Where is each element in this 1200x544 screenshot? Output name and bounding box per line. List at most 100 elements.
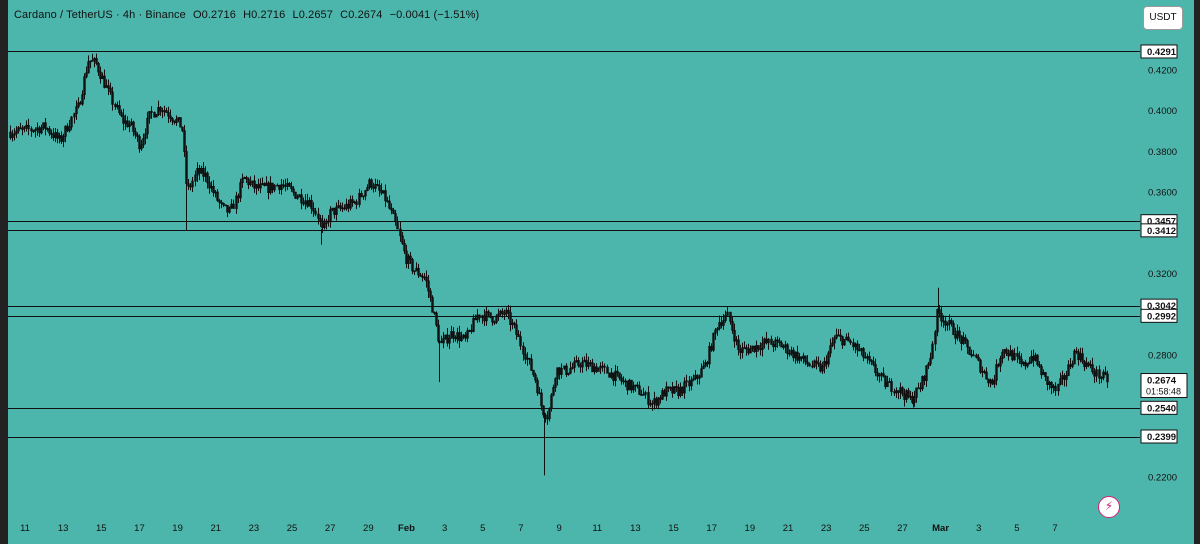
candle-body [827, 352, 830, 365]
candle-body [187, 183, 190, 187]
candle-body [1011, 350, 1014, 361]
candle-body [856, 343, 859, 351]
candle-body [83, 76, 86, 96]
candle-body [1001, 351, 1004, 359]
candle-body [985, 371, 988, 380]
candle-body [1069, 364, 1072, 367]
candle-body [27, 124, 30, 130]
candle-body [1063, 375, 1066, 380]
candle-body [99, 71, 102, 80]
candle-body [384, 190, 387, 202]
candle-body [472, 317, 475, 332]
candle-body [66, 125, 69, 132]
candle-body [647, 392, 650, 405]
lightning-bolt-icon[interactable]: ⚡︎ [1098, 496, 1120, 518]
candle-body [567, 372, 570, 375]
candle-body [515, 324, 518, 335]
candle-body [1028, 361, 1031, 364]
candle-body [1005, 349, 1008, 354]
candle-body [942, 320, 945, 323]
candle-body [804, 355, 807, 363]
candle-body [44, 122, 47, 130]
candle-body [817, 362, 820, 365]
candle-body [144, 133, 147, 139]
candle-body [1018, 355, 1021, 360]
candle-body [378, 185, 381, 191]
candle-body [323, 222, 326, 228]
symbol-header: Cardano / TetherUS · 4h · Binance O0.271… [14, 9, 483, 21]
candle-body [23, 126, 26, 129]
ohlc-high: H0.2716 [243, 9, 286, 21]
candle-body [665, 386, 668, 397]
candle-body [700, 368, 703, 378]
candle-body [972, 354, 975, 357]
price-label-text: 0.3457 [1147, 217, 1176, 228]
candle-body [968, 346, 971, 355]
candle-body [87, 61, 90, 74]
candle-body [704, 362, 707, 367]
candle-body [620, 377, 623, 382]
candle-body [950, 320, 953, 324]
last-price-text: 0.2674 [1147, 376, 1177, 387]
level-price-label: 0.4291 [1140, 44, 1178, 59]
candle-body [690, 379, 693, 387]
candle-body [91, 59, 94, 62]
candle-body [249, 181, 252, 186]
candle-body [107, 85, 110, 89]
candle-body [310, 199, 313, 209]
candle-body [739, 349, 742, 353]
ohlc-close: C0.2674 [340, 9, 383, 21]
candle-body [979, 359, 982, 373]
candle-body [546, 417, 549, 420]
candle-body [1104, 371, 1107, 375]
candle-body [714, 329, 717, 334]
currency-button[interactable]: USDT [1143, 6, 1183, 30]
candle-body [901, 387, 904, 395]
candle-body [19, 127, 22, 130]
candle-body [153, 112, 156, 118]
candle-body [470, 329, 473, 332]
candle-body [405, 250, 408, 264]
candle-body [411, 259, 414, 272]
candle-body [433, 311, 436, 314]
candle-body [927, 363, 930, 367]
candle-body [884, 375, 887, 388]
candle-body [657, 397, 660, 406]
candle-body [399, 228, 402, 237]
candle-body [179, 117, 182, 128]
candle-body [970, 354, 973, 356]
candle-body [960, 335, 963, 344]
candle-body [761, 342, 764, 350]
candle-body [558, 367, 561, 375]
candle-body [355, 201, 358, 205]
candle-body [77, 102, 80, 108]
candle-body [30, 128, 33, 132]
candle-body [706, 362, 709, 365]
candle-body [489, 312, 492, 318]
candle-body [552, 387, 555, 396]
candle-body [1040, 366, 1043, 376]
candle-body [1106, 373, 1109, 383]
candle-body [165, 110, 168, 113]
candle-body [220, 201, 223, 204]
y-axis: 0.4200 0.4000 0.3800 0.3600 0.3200 0.2800 0.22… [1148, 66, 1177, 484]
candle-body [73, 113, 76, 118]
candle-body [271, 182, 274, 191]
candle-body [839, 334, 842, 337]
candle-body [509, 312, 512, 325]
candle-body [273, 184, 276, 191]
candle-body [202, 167, 205, 177]
candle-body [587, 362, 590, 367]
candle-body [878, 374, 881, 377]
candle-body [698, 376, 701, 379]
candle-body [425, 276, 428, 282]
candle-body [235, 195, 238, 209]
candle-body [263, 183, 266, 186]
x-tick-label: 7 [1052, 523, 1057, 534]
x-tick-label: 11 [20, 523, 30, 534]
candle-body [372, 186, 375, 189]
candle-body [786, 344, 789, 354]
candle-body [1044, 372, 1047, 377]
candle-body [835, 334, 838, 339]
